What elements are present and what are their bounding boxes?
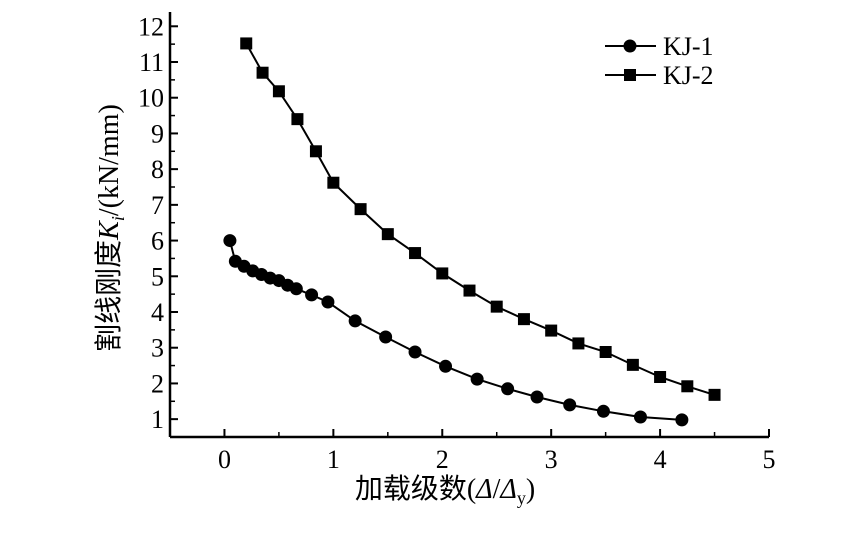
legend-label: KJ-2 (663, 61, 714, 90)
y-tick-label: 5 (151, 262, 164, 291)
series-kj-2-point (291, 113, 304, 126)
series-kj-1-point (348, 314, 362, 328)
y-tick-label: 6 (151, 227, 164, 256)
legend: KJ-1KJ-2 (605, 32, 714, 90)
y-tick-label: 8 (151, 155, 164, 184)
x-tick-label: 2 (436, 445, 449, 474)
series-kj-2-point (436, 267, 449, 280)
series-kj-1-point (223, 234, 237, 248)
series-kj-1-point (305, 288, 319, 302)
series-kj-2-point (572, 337, 585, 350)
series-kj-2-point (517, 313, 530, 326)
legend-marker (624, 69, 636, 81)
x-tick-label: 4 (654, 445, 667, 474)
series-kj-1-point (596, 404, 610, 418)
legend-marker (623, 39, 637, 53)
series-kj-2-point (381, 228, 394, 241)
x-axis-title: 加载级数(Δ/Δy) (355, 473, 535, 508)
series-kj-2-point (599, 346, 612, 358)
series-kj-1-point (379, 330, 393, 344)
series-kj-2-point (309, 145, 322, 158)
x-tick-label: 1 (327, 445, 340, 474)
legend-item-kj-2: KJ-2 (605, 61, 714, 90)
series-kj-2-point (708, 388, 721, 401)
series-kj-1-line (228, 240, 682, 421)
series-kj-2-point (272, 85, 285, 98)
series-kj-2-line (245, 42, 715, 396)
x-tick-label: 0 (218, 445, 231, 474)
series-kj-1-point (289, 282, 303, 296)
series-kj-2 (240, 37, 721, 401)
series-kj-1-point (563, 398, 577, 412)
y-tick-label: 2 (151, 369, 164, 398)
series-kj-1-point (633, 410, 647, 424)
series-kj-1-point (321, 295, 335, 309)
series-kj-2-point (654, 371, 667, 383)
y-tick-label: 11 (139, 48, 164, 77)
y-tick-label: 4 (151, 298, 164, 327)
data-series (223, 37, 721, 427)
series-kj-2-point (409, 247, 422, 260)
series-kj-1-point (501, 382, 515, 396)
series-kj-2-point (545, 324, 558, 337)
series-kj-2-point (463, 284, 476, 297)
y-tick-label: 3 (151, 334, 164, 363)
series-kj-2-point (490, 300, 503, 313)
y-tick-label: 7 (151, 191, 164, 220)
y-tick-label: 10 (138, 84, 164, 113)
y-axis-title: 割线刚度Ki/(kN/mm) (93, 104, 128, 352)
legend-item-kj-1: KJ-1 (605, 32, 714, 61)
y-tick-label: 9 (151, 119, 164, 148)
series-kj-2-point (681, 380, 694, 393)
series-kj-1-point (530, 390, 544, 404)
legend-label: KJ-1 (663, 32, 714, 61)
y-tick-label: 1 (151, 405, 164, 434)
series-kj-1-point (675, 413, 689, 427)
y-tick-label: 12 (138, 12, 164, 41)
series-kj-1-point (470, 372, 484, 386)
series-kj-1-point (408, 345, 422, 359)
x-tick-label: 5 (763, 445, 776, 474)
series-kj-2-point (256, 66, 269, 79)
series-kj-2-point (327, 176, 340, 189)
x-tick-label: 3 (545, 445, 558, 474)
series-kj-2-point (240, 37, 253, 50)
series-kj-2-point (626, 358, 639, 371)
series-kj-1 (223, 234, 689, 427)
series-kj-2-point (354, 203, 367, 216)
series-kj-1-point (439, 359, 453, 373)
